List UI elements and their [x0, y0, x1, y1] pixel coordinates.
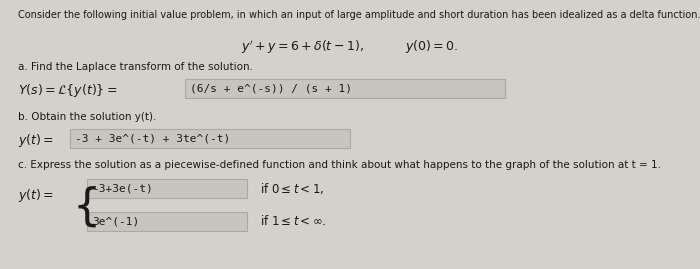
FancyBboxPatch shape	[87, 179, 247, 198]
Text: {: {	[72, 186, 100, 229]
Text: $y(t) =$: $y(t) =$	[18, 187, 54, 204]
Text: (6/s + e^(-s)) / (s + 1): (6/s + e^(-s)) / (s + 1)	[190, 83, 352, 94]
Text: $Y(s) = \mathcal{L}\{y(t)\} =$: $Y(s) = \mathcal{L}\{y(t)\} =$	[18, 82, 118, 99]
Text: c. Express the solution as a piecewise-defined function and think about what hap: c. Express the solution as a piecewise-d…	[18, 160, 661, 170]
Text: if $1 \leq t < \infty.$: if $1 \leq t < \infty.$	[260, 214, 326, 228]
Text: b. Obtain the solution y(t).: b. Obtain the solution y(t).	[18, 112, 156, 122]
Text: 3e^(-1): 3e^(-1)	[92, 217, 139, 226]
FancyBboxPatch shape	[185, 79, 505, 98]
Text: $y(t) =$: $y(t) =$	[18, 132, 54, 149]
Text: -3 + 3e^(-t) + 3te^(-t): -3 + 3e^(-t) + 3te^(-t)	[75, 133, 230, 143]
Text: Consider the following initial value problem, in which an input of large amplitu: Consider the following initial value pro…	[18, 10, 700, 20]
Text: $y' + y = 6 + \delta(t - 1),$          $y(0) = 0.$: $y' + y = 6 + \delta(t - 1),$ $y(0) = 0.…	[241, 38, 458, 55]
Text: -3+3e(-t): -3+3e(-t)	[92, 183, 153, 193]
FancyBboxPatch shape	[87, 212, 247, 231]
Text: if $0 \leq t < 1,$: if $0 \leq t < 1,$	[260, 180, 324, 196]
Text: a. Find the Laplace transform of the solution.: a. Find the Laplace transform of the sol…	[18, 62, 253, 72]
FancyBboxPatch shape	[70, 129, 350, 148]
